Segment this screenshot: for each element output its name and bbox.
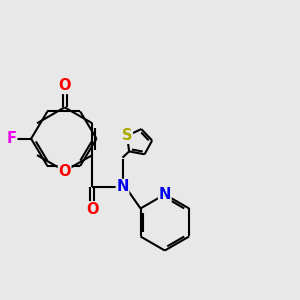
Text: N: N	[116, 179, 129, 194]
Text: O: O	[86, 202, 98, 217]
Text: O: O	[58, 164, 71, 178]
Text: N: N	[159, 187, 171, 202]
Text: F: F	[7, 131, 17, 146]
Text: S: S	[122, 128, 132, 143]
Text: O: O	[58, 78, 71, 93]
